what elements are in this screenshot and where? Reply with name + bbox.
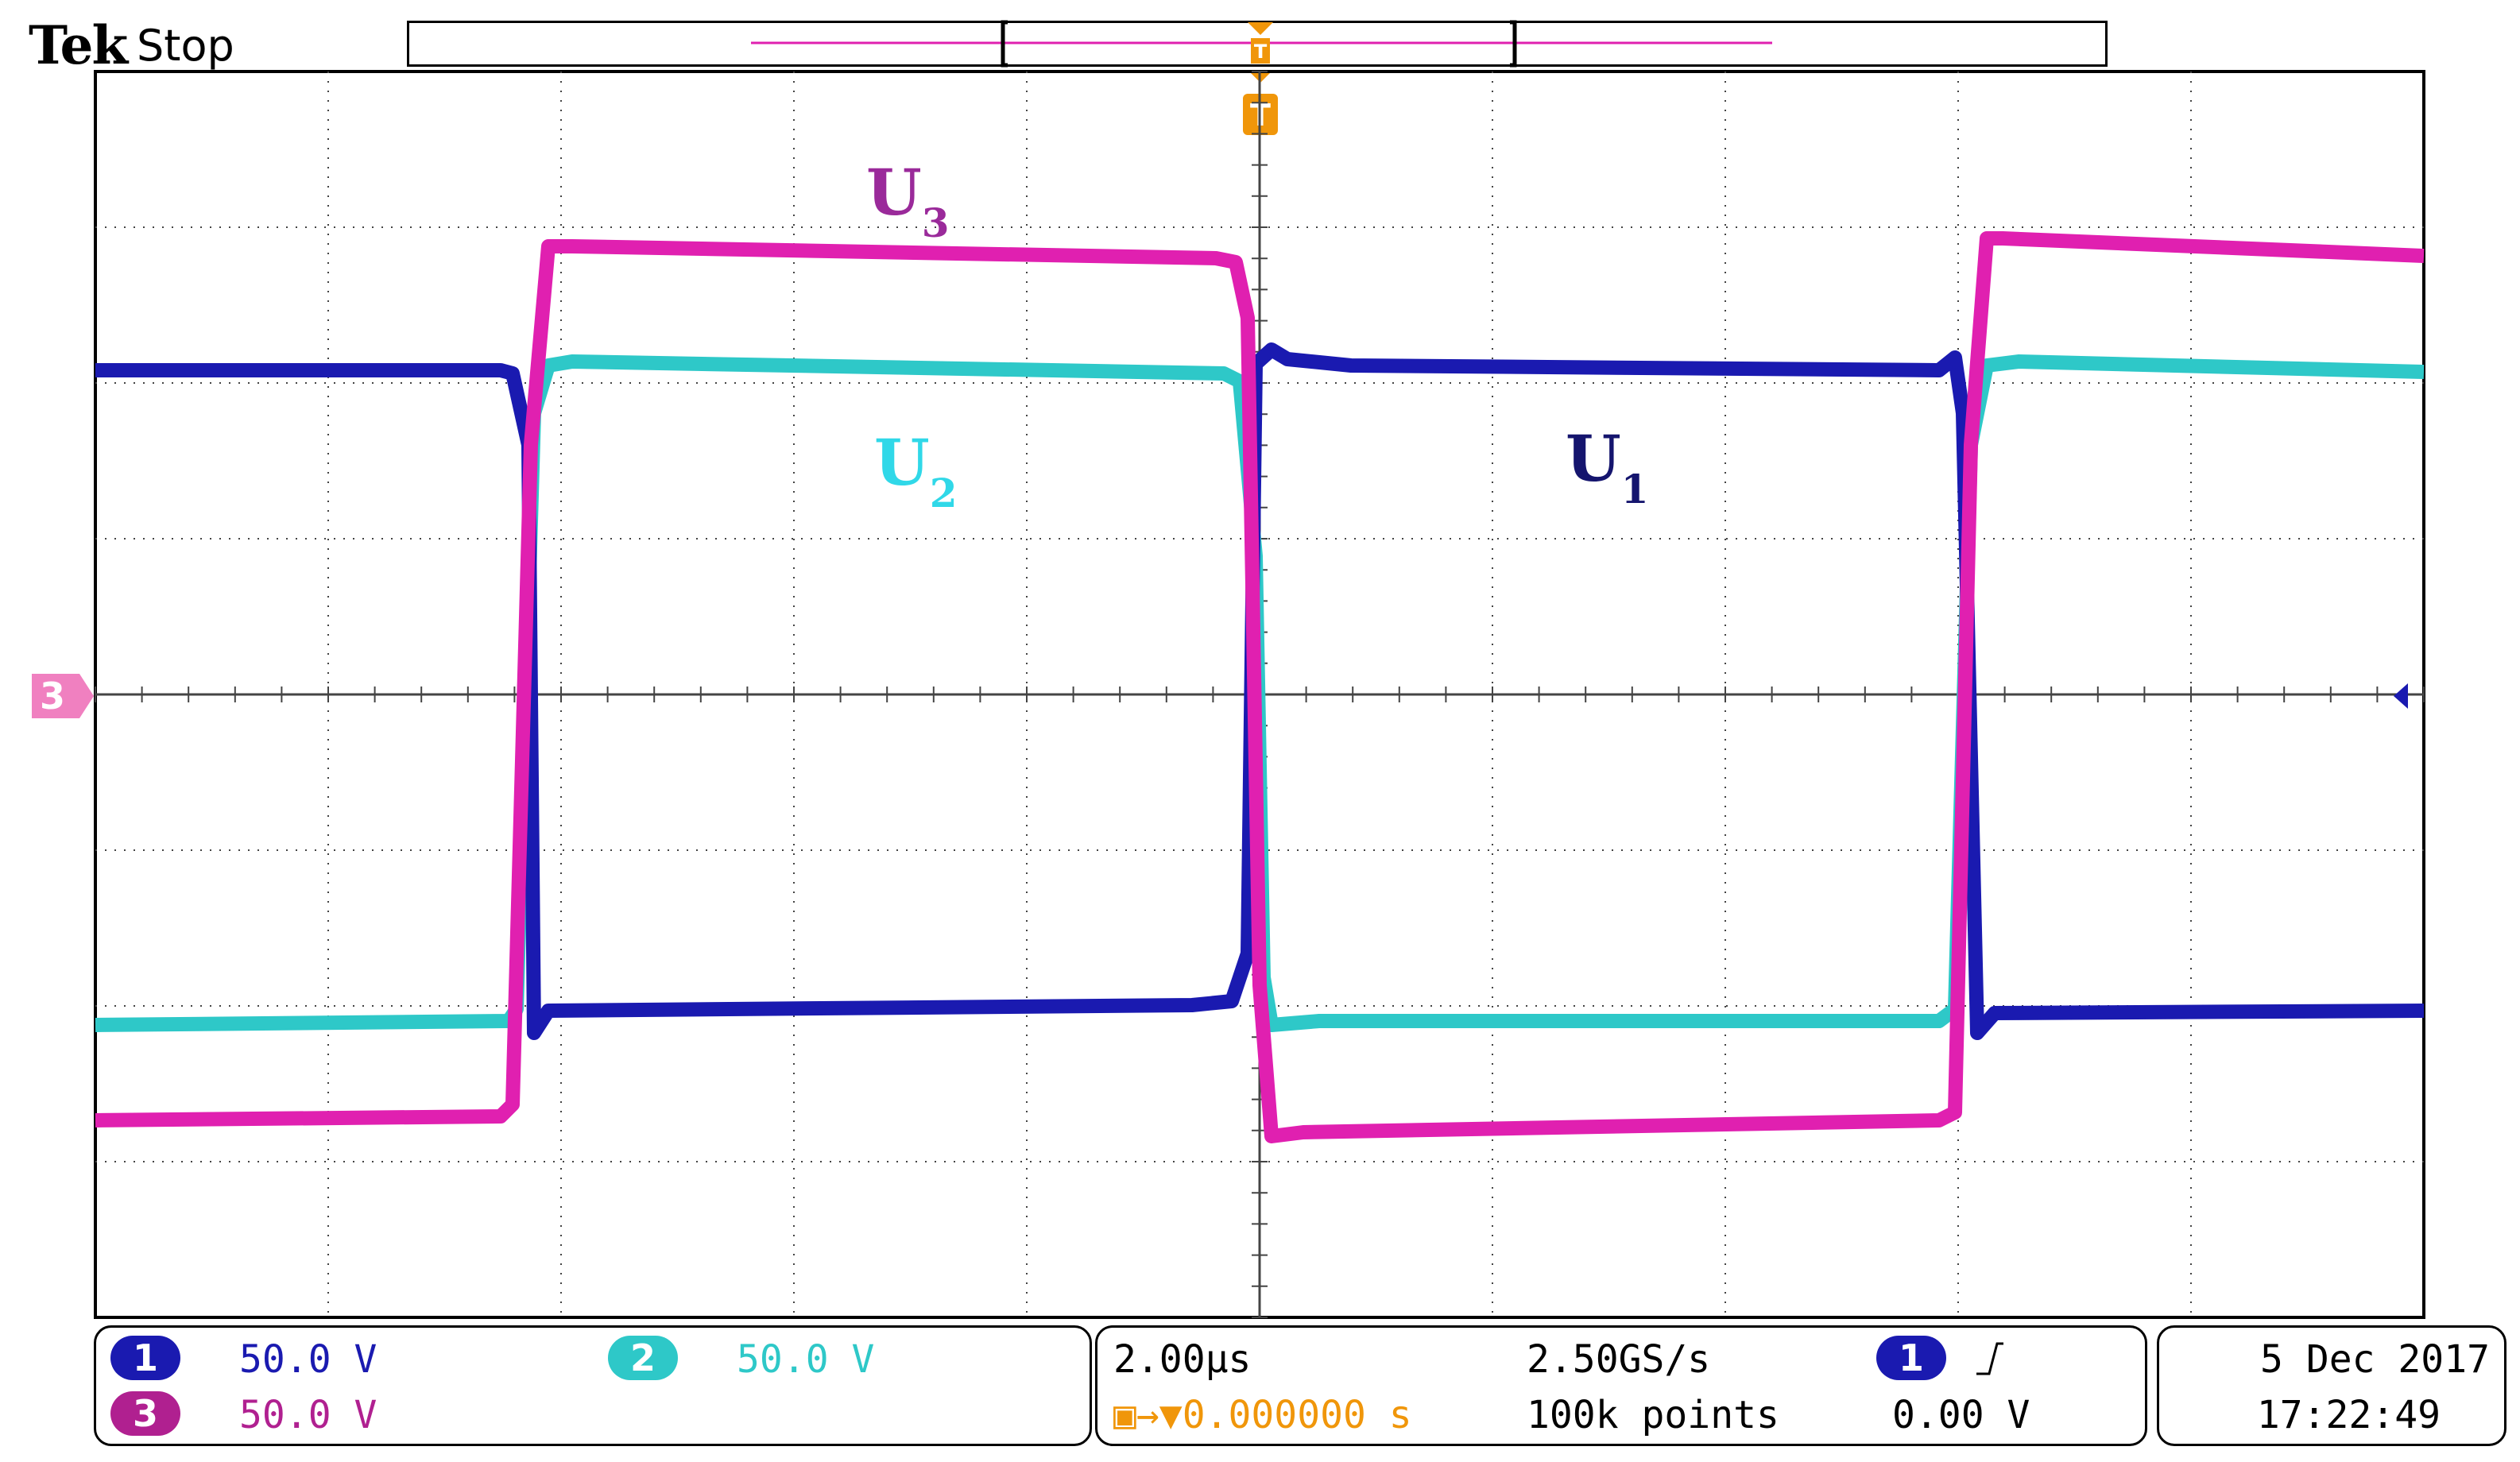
sample-rate: 2.50GS/s	[1527, 1337, 1711, 1382]
channel3-badge[interactable]: 3	[110, 1391, 180, 1436]
time-readout: 17:22:49	[2256, 1393, 2441, 1437]
trigger-level: 0.00 V	[1892, 1393, 2030, 1437]
horizontal-scale: 2.00µs	[1113, 1337, 1252, 1382]
tek-logo: Tek	[29, 14, 128, 76]
trigger-position: ▣→▼0.000000 s	[1113, 1393, 1412, 1437]
datetime-panel: 5 Dec 2017 17:22:49	[2157, 1325, 2506, 1446]
date-readout: 5 Dec 2017	[2260, 1337, 2490, 1382]
acquisition-status: Stop	[137, 21, 234, 71]
trigger-marker-text: T	[1254, 41, 1268, 63]
channel1-scale: 50.0 V	[239, 1337, 377, 1382]
u1-label: U1	[1566, 421, 1649, 512]
u3-label: U3	[866, 155, 950, 246]
channel3-marker-text: 3	[40, 675, 65, 717]
rising-edge-icon	[1976, 1342, 2003, 1375]
record-view-brackets	[1001, 20, 1517, 68]
timebase-panel[interactable]: 2.00µs ▣→▼0.000000 s 2.50GS/s 100k point…	[1095, 1325, 2147, 1446]
trigger-position-icon: ▣→▼	[1113, 1393, 1183, 1437]
channel3-ground-marker[interactable]: 3	[32, 674, 94, 718]
channel-readout-panel[interactable]: 1 50.0 V 2 50.0 V 3 50.0 V	[94, 1325, 1092, 1446]
channel1-badge[interactable]: 1	[110, 1336, 180, 1380]
trigger-level-marker[interactable]	[2394, 683, 2408, 709]
trigger-source-badge[interactable]: 1	[1876, 1336, 1946, 1380]
channel2-badge[interactable]: 2	[608, 1336, 678, 1380]
record-length: 100k points	[1527, 1393, 1779, 1437]
channel3-scale: 50.0 V	[239, 1393, 377, 1437]
channel2-scale: 50.0 V	[737, 1337, 875, 1382]
channel3-waveform	[95, 231, 2425, 1143]
u2-label: U2	[874, 425, 958, 516]
